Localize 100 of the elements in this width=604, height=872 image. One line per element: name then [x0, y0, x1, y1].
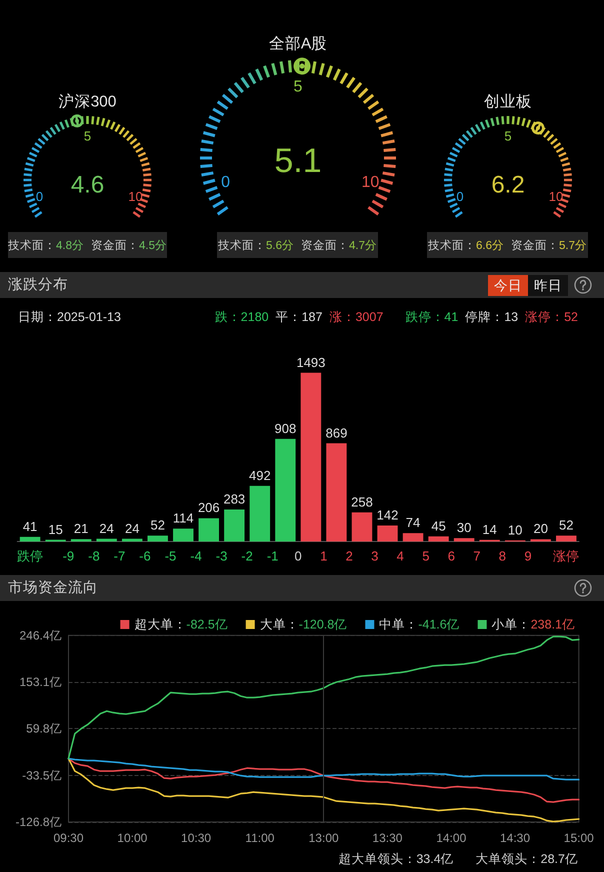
chart-title: 涨跌分布 — [8, 276, 68, 294]
score-box: 技术面：5.6分 资金面：4.7分 — [217, 232, 378, 258]
x-tick-label: 1 — [320, 548, 328, 564]
data-label: 20 — [533, 521, 548, 536]
data-label: 30 — [456, 520, 472, 536]
x-tick-label: 10:30 — [181, 831, 212, 845]
data-label: 206 — [198, 500, 220, 516]
text: 5 — [294, 78, 303, 96]
bar — [250, 486, 270, 542]
line-series — [68, 758, 580, 780]
tab-button: 今日 — [488, 275, 528, 296]
x-tick-label: -2 — [241, 548, 253, 564]
text: 全部A股 — [268, 34, 328, 52]
bar — [96, 538, 117, 542]
data-label: 24 — [99, 520, 114, 536]
data-label: 142 — [376, 507, 398, 522]
x-tick-label: -8 — [88, 548, 100, 564]
text: 5 — [504, 128, 512, 144]
bar — [198, 518, 219, 542]
x-tick-label: 0 — [294, 548, 302, 564]
legend-label: 超大单：-82.5亿 — [134, 618, 228, 632]
bar — [352, 512, 372, 542]
x-tick-label: 3 — [371, 548, 378, 564]
text: 跌：2180 — [214, 309, 269, 325]
bar — [402, 533, 424, 542]
y-tick-label: -126.8亿 — [15, 815, 62, 829]
bar — [224, 510, 245, 542]
tab-button: 昨日 — [528, 275, 568, 296]
x-tick-label: 跌停 — [17, 548, 44, 564]
legend-label: 中单：-41.6亿 — [379, 618, 460, 632]
x-tick-label: 9 — [524, 548, 532, 564]
data-label: 15 — [48, 522, 63, 537]
x-tick-label: -4 — [190, 548, 202, 564]
data-label: 4.6 — [70, 172, 104, 198]
text: 创业板 — [484, 92, 532, 110]
text: 平：187 — [276, 309, 322, 325]
y-tick-label: -33.5亿 — [22, 768, 62, 782]
section-header: 市场资金流向 — [0, 575, 604, 601]
text: 日期：2025-01-13 — [18, 309, 121, 325]
x-tick-label: -9 — [62, 548, 74, 564]
text: 涨：3007 — [329, 309, 384, 325]
text: 10 — [361, 174, 380, 192]
x-tick-label: 7 — [473, 548, 480, 564]
text: 5 — [84, 128, 92, 144]
x-tick-label: 14:00 — [436, 831, 467, 845]
data-label: 52 — [150, 518, 165, 533]
text: 0 — [456, 188, 464, 204]
data-label: 14 — [482, 522, 497, 537]
x-tick-label: 涨停 — [553, 548, 580, 564]
x-tick-label: -7 — [114, 548, 126, 564]
y-tick-label: 246.4亿 — [19, 628, 62, 642]
legend-label: 大单：-120.8亿 — [260, 618, 348, 632]
data-label: 908 — [274, 420, 296, 436]
section-header: 涨跌分布 今日 昨日 — [0, 272, 604, 298]
data-label: 258 — [351, 494, 373, 510]
x-tick-label: 15:00 — [564, 831, 594, 845]
legend-label: 小单：238.1亿 — [492, 618, 575, 632]
score-box: 技术面：6.6分 资金面：5.7分 — [427, 232, 588, 258]
data-label: 52 — [559, 518, 574, 533]
x-tick-label: 13:00 — [308, 831, 339, 845]
data-label: 1493 — [296, 354, 326, 370]
text: 涨停：52 — [525, 309, 578, 325]
x-tick-label: 10:00 — [117, 831, 148, 845]
bar — [122, 538, 142, 542]
text: 跌停：41 — [405, 309, 458, 325]
data-label: 10 — [508, 522, 522, 538]
bar — [428, 536, 449, 542]
data-label: 41 — [22, 518, 38, 534]
data-label: 21 — [74, 521, 88, 536]
x-tick-label: 14:30 — [500, 831, 530, 845]
data-label: 6.2 — [491, 172, 525, 198]
data-label: 869 — [326, 425, 348, 440]
chart-title: 市场资金流向 — [8, 579, 98, 597]
bar — [556, 536, 576, 542]
x-tick-label: 6 — [448, 548, 455, 564]
x-tick-label: -5 — [164, 548, 176, 564]
y-tick-label: 153.1亿 — [19, 675, 62, 690]
bar — [326, 443, 347, 542]
x-tick-label: 13:30 — [372, 831, 403, 845]
y-tick-label: 59.8亿 — [26, 722, 62, 736]
data-label: 24 — [124, 520, 140, 536]
x-tick-label: 09:30 — [53, 831, 84, 845]
x-tick-label: 2 — [346, 548, 353, 564]
x-tick-label: 5 — [422, 548, 430, 564]
bar — [454, 538, 474, 542]
x-tick-label: 8 — [498, 548, 506, 564]
data-label: 283 — [223, 492, 246, 507]
data-label: 74 — [406, 515, 420, 530]
text: 停牌：13 — [465, 309, 518, 325]
x-tick-label: -6 — [139, 548, 151, 564]
x-tick-label: -1 — [266, 548, 278, 564]
score-box: 技术面：4.8分 资金面：4.5分 — [8, 232, 167, 258]
bar — [275, 438, 296, 542]
data-label: 492 — [249, 468, 271, 483]
x-tick-label: 11:00 — [245, 831, 275, 845]
x-tick-label: 4 — [396, 548, 404, 564]
text: 0 — [221, 174, 230, 192]
text: 超大单领头：33.4亿 — [338, 851, 454, 868]
data-label: 5.1 — [274, 142, 322, 180]
bar — [20, 536, 40, 542]
